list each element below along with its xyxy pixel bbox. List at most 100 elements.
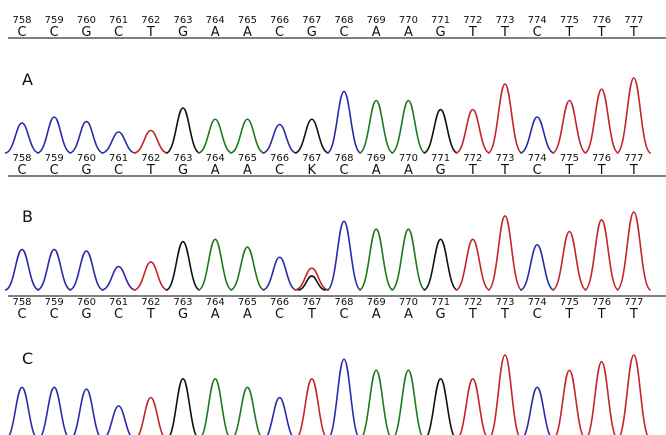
base-call: T [500,307,509,322]
peak-c [101,131,136,154]
panel-a-position-label: 768 [334,153,353,164]
base-call: T [468,307,477,322]
panel-a-base-call: T [564,163,573,178]
panel-a-position-label: 776 [592,153,611,164]
peak-c [519,116,555,154]
peak-g [423,108,458,154]
peak-g [165,240,201,291]
peak-c [266,396,293,435]
panel-c: C [8,349,649,435]
header-base-call: T [564,25,573,40]
panel-a-position-label: 765 [238,153,257,164]
header-sequence-row: 758 759 760 761 762 763 764 765 766 767 768 769 770 7… [8,15,666,40]
peak-a [201,378,229,435]
header-base-call: C [339,25,348,40]
header-base-call: A [404,25,413,40]
header-position-label: 771 [431,15,450,26]
base-call: A [211,307,220,322]
panel-a-position-label: 771 [431,153,450,164]
peak-t [298,378,326,435]
panel-a-sequence-row: 758 759 760 761 762 763 764 765 766 767 768 769 770 7… [8,153,666,178]
header-position-label: 769 [367,15,386,26]
top-sequence-header: 758 759 760 761 762 763 764 765 766 767 768 769 770 7… [8,15,666,40]
peak-c [326,220,362,291]
panel-label: A [22,70,33,89]
header-base-call: C [275,25,284,40]
panel-a-base-call: C [17,163,26,178]
panel-a-position-label: 769 [367,153,386,164]
position-label: 762 [141,297,160,308]
peak-g [169,378,197,435]
peak-c [262,123,297,154]
peak-t [294,267,330,291]
peak-c [106,405,132,435]
peak-g [423,238,458,291]
peak-g [294,118,330,154]
position-label: 772 [463,297,482,308]
peak-c [4,248,40,291]
panel-a-base-call: T [500,163,509,178]
header-position-label: 762 [141,15,160,26]
peak-c [523,386,551,435]
panel-a-position-label: 763 [173,153,192,164]
peak-t [587,361,616,435]
header-position-label: 768 [334,15,353,26]
header-base-call: G [81,25,91,40]
panel-a-base-call: C [533,163,542,178]
base-call: T [307,307,316,322]
header-position-label: 760 [77,15,96,26]
panel-a-position-label: 773 [495,153,514,164]
peak-t [487,83,523,154]
panel-label: C [22,349,33,368]
trace-group [4,211,652,291]
position-label: 773 [495,297,514,308]
peak-c [69,250,104,291]
base-call: T [146,307,155,322]
panel-a-base-call: G [81,163,91,178]
peak-a [390,228,426,291]
position-label: 759 [45,297,64,308]
base-call: G [81,307,91,322]
panel-a-base-call: A [404,163,413,178]
peak-c [4,122,40,154]
header-position-label: 775 [560,15,579,26]
peak-c [329,358,359,435]
peak-t [583,88,620,154]
peak-t [459,378,487,435]
peak-t [583,219,620,291]
peak-t [555,369,584,435]
panel-a-base-call: G [436,163,446,178]
peak-c [262,256,297,291]
header-position-label: 774 [528,15,547,26]
header-position-label: 770 [399,15,418,26]
position-label: 774 [528,297,547,308]
header-position-label: 776 [592,15,611,26]
peak-a [362,369,391,435]
position-label: 771 [431,297,450,308]
header-base-call: G [307,25,317,40]
header-base-call: T [500,25,509,40]
panel-b: B 758 759 760 761 762 763 764 765 766 767 768 769 770… [4,207,666,322]
panel-a-base-call: A [211,163,220,178]
base-call: T [629,307,638,322]
base-call: C [339,307,348,322]
position-label: 770 [399,297,418,308]
header-position-label: 772 [463,15,482,26]
panel-a-base-call: T [146,163,155,178]
position-label: 769 [367,297,386,308]
header-position-label: 767 [302,15,321,26]
base-call: T [564,307,573,322]
panel-a-position-label: 761 [109,153,128,164]
base-call: G [436,307,446,322]
base-call: T [597,307,606,322]
position-label: 775 [560,297,579,308]
panel-a-position-label: 762 [141,153,160,164]
base-call: C [114,307,123,322]
header-position-label: 758 [12,15,31,26]
header-base-call: T [597,25,606,40]
header-base-call: A [372,25,381,40]
header-base-call: C [114,25,123,40]
panel-a-base-call: G [178,163,188,178]
header-base-call: C [533,25,542,40]
peak-c [519,243,555,291]
